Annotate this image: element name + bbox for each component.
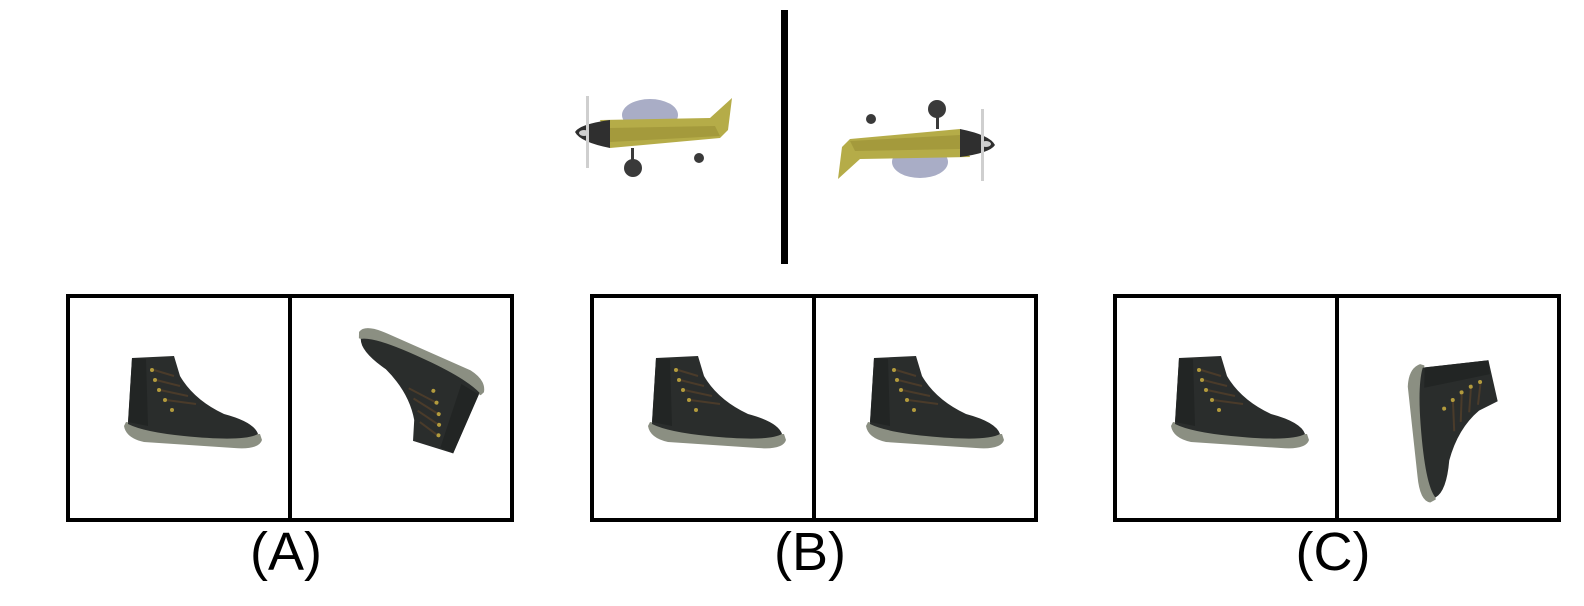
option-b-left-image [594, 298, 812, 518]
option-c-separator [1335, 298, 1339, 518]
option-a-left-image [70, 298, 288, 518]
option-a-right-image [292, 298, 510, 518]
option-a-label[interactable]: (A) [250, 522, 322, 582]
option-c-label[interactable]: (C) [1295, 522, 1371, 582]
airplane-left [570, 90, 740, 190]
option-b-label[interactable]: (B) [774, 522, 846, 582]
option-c-right-image [1339, 298, 1557, 518]
airplane-right-mirrored [830, 92, 1000, 192]
option-b-right-image [816, 298, 1034, 518]
option-b-panel[interactable] [590, 294, 1038, 522]
option-c-left-image [1117, 298, 1335, 518]
option-c-panel[interactable] [1113, 294, 1561, 522]
option-a-separator [288, 298, 292, 518]
mirror-divider [781, 10, 788, 264]
option-a-panel[interactable] [66, 294, 514, 522]
option-b-separator [812, 298, 816, 518]
